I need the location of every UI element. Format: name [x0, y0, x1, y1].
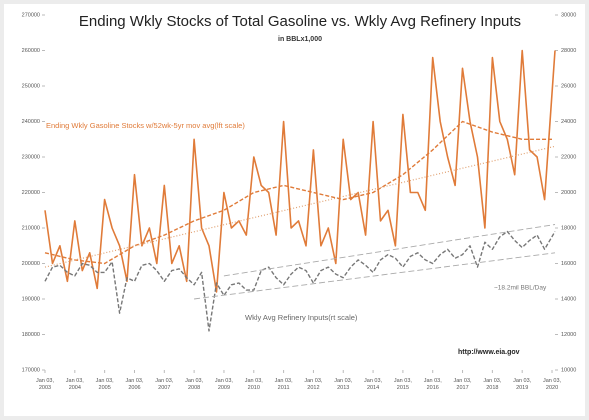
x-tick-label: Jan 03, 2008	[185, 378, 204, 391]
chart-subtitle: in BBLx1,000	[278, 36, 322, 43]
x-tick-label: Jan 03, 2006	[125, 378, 144, 391]
y2-tick-label: 24000	[561, 119, 576, 125]
y-tick-label: 240000	[22, 119, 40, 125]
y2-tick-label: 14000	[561, 296, 576, 302]
series-line	[223, 224, 556, 277]
x-tick-label: Jan 03, 2007	[155, 378, 174, 391]
x-tick-label: Jan 03, 2009	[214, 378, 233, 391]
y-tick-label: 190000	[22, 296, 40, 302]
y-tick-label: 210000	[22, 225, 40, 231]
x-tick-label: Jan 03, 2016	[423, 378, 442, 391]
y-tick-label: 170000	[22, 367, 40, 373]
annotation: ~18.2mil BBL/Day	[494, 285, 547, 292]
x-tick-label: Jan 03, 2012	[304, 378, 323, 391]
x-tick-label: Jan 03, 2019	[513, 378, 532, 391]
x-tick-label: Jan 03, 2017	[453, 378, 472, 391]
series-line	[44, 145, 556, 268]
x-tick-label: Jan 03, 2013	[334, 378, 353, 391]
y-tick-label: 260000	[22, 48, 40, 54]
series-line	[44, 120, 552, 265]
y-tick-label: 250000	[22, 83, 40, 89]
series-line	[44, 49, 556, 293]
series-line	[44, 230, 556, 332]
series-line	[194, 252, 556, 300]
y-tick-label: 220000	[22, 190, 40, 196]
y2-tick-label: 22000	[561, 154, 576, 160]
x-tick-label: Jan 03, 2003	[35, 378, 55, 391]
y2-tick-label: 10000	[561, 367, 576, 373]
y2-tick-label: 26000	[561, 83, 576, 89]
x-tick-label: Jan 03, 2015	[393, 378, 412, 391]
y2-tick-label: 20000	[561, 190, 576, 196]
chart-title: Ending Wkly Stocks of Total Gasoline vs.…	[79, 13, 521, 30]
annotation: http://www.eia.gov	[458, 349, 520, 356]
series-label: Ending Wkly Gasoline Stocks w/52wk-5yr m…	[46, 121, 245, 130]
x-tick-label: Jan 03, 2020	[542, 378, 562, 391]
y2-tick-label: 18000	[561, 225, 576, 231]
y2-tick-label: 28000	[561, 48, 576, 54]
y2-tick-label: 16000	[561, 261, 576, 267]
y2-tick-label: 30000	[561, 12, 576, 18]
y-tick-label: 270000	[22, 12, 40, 18]
y-tick-label: 200000	[22, 261, 40, 267]
y-tick-label: 180000	[22, 332, 40, 338]
y2-tick-label: 12000	[561, 332, 576, 338]
x-tick-label: Jan 03, 2018	[483, 378, 502, 391]
x-tick-label: Jan 03, 2010	[244, 378, 263, 391]
x-tick-label: Jan 03, 2011	[274, 378, 293, 391]
x-tick-label: Jan 03, 2005	[95, 378, 114, 391]
y-tick-label: 230000	[22, 154, 40, 160]
x-tick-label: Jan 03, 2004	[65, 378, 84, 391]
series-label: Wkly Avg Refinery Inputs(rt scale)	[245, 313, 358, 322]
plot-background	[4, 4, 585, 416]
x-tick-label: Jan 03, 2014	[364, 378, 383, 391]
